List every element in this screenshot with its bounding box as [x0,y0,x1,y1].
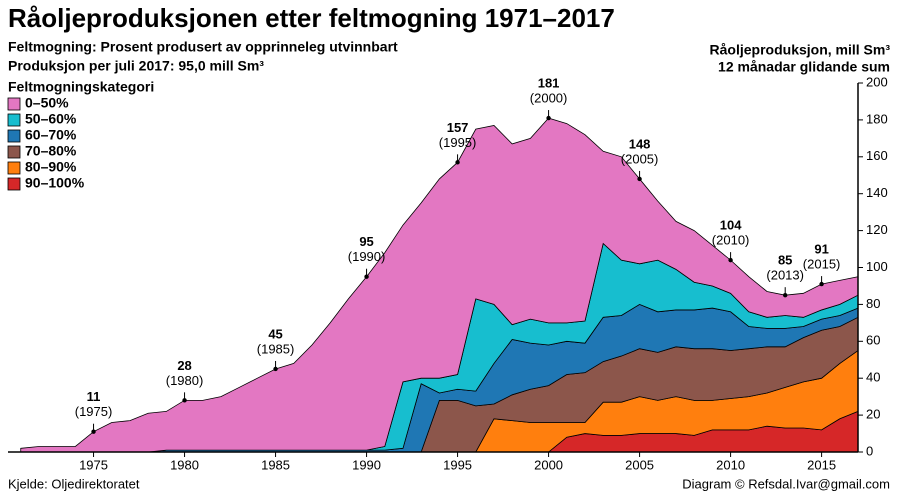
x-tick-label: 2010 [716,457,745,472]
y-tick-label: 60 [866,333,880,348]
y-tick-label: 160 [866,148,888,163]
annotation-point [819,281,824,287]
annotation-value: 181 [538,75,560,90]
annotation-year: (2010) [712,233,750,248]
chart-title: Råoljeproduksjonen etter feltmogning 197… [8,3,615,33]
annotation-year: (1995) [439,135,477,150]
annotation-value: 45 [268,326,282,341]
legend-label: 90–100% [25,175,85,191]
source: Kjelde: Oljedirektoratet [8,476,140,491]
annotation-year: (1990) [348,249,386,264]
legend-label: 80–90% [25,159,77,175]
annotation-point [546,115,551,121]
annotation-year: (1985) [257,341,295,356]
annotation-year: (2000) [530,90,568,105]
y-tick-label: 140 [866,185,888,200]
annotation-value: 104 [720,218,742,233]
annotation-point [273,366,278,372]
legend-swatch [7,177,21,191]
annotation-value: 28 [177,358,191,373]
annotation-year: (2013) [766,268,804,283]
annotation-value: 85 [778,253,792,268]
x-tick-label: 1990 [352,457,381,472]
legend-label: 0–50% [25,95,69,111]
y-tick-label: 180 [866,111,888,126]
annotation-year: (2005) [621,151,659,166]
annotation-point [91,429,96,434]
y-tick-label: 80 [866,296,880,311]
annotation-point [182,398,187,403]
annotation-year: (2015) [803,257,841,272]
annotation-value: 91 [814,242,828,257]
subtitle: Feltmogning: Prosent produsert av opprin… [8,39,398,55]
annotation-point [364,274,369,279]
y-tick-label: 200 [866,74,888,89]
annotation-value: 95 [359,234,373,249]
x-tick-label: 1985 [261,457,290,472]
legend-title: Feltmogningskategori [8,79,154,95]
annotation-value: 157 [447,120,469,135]
annotation-point [728,257,733,263]
annotation-point [455,160,460,165]
annotation-point [637,176,642,182]
y-tick-label: 100 [866,259,888,274]
x-tick-label: 1995 [443,457,472,472]
y-tick-label: 0 [866,443,873,458]
x-tick-label: 2005 [625,457,654,472]
y-tick-label: 20 [866,407,880,422]
x-tick-label: 1980 [170,457,199,472]
legend-swatch [7,97,21,111]
x-tick-label: 2000 [534,457,563,472]
legend-label: 60–70% [25,127,77,143]
x-tick-label: 2015 [807,457,836,472]
legend-swatch [7,113,21,127]
annotation-value: 11 [87,389,101,404]
legend-label: 70–80% [25,143,77,159]
annotation-point [782,292,788,298]
y-axis-title: 12 månadar glidande sum [718,59,890,75]
y-tick-label: 40 [866,370,880,385]
y-axis-title: Råoljeproduksjon, mill Sm³ [710,42,891,58]
legend-swatch [7,161,21,175]
annotation-year: (1980) [166,373,204,388]
credit: Diagram © Refsdal.Ivar@gmail.com [682,476,890,491]
annotation-value: 148 [629,136,651,151]
subtitle: Produksjon per juli 2017: 95,0 mill Sm³ [8,58,264,74]
legend-swatch [7,145,21,159]
legend-label: 50–60% [25,111,77,127]
x-tick-label: 1975 [79,457,108,472]
y-tick-label: 120 [866,222,888,237]
legend-swatch [7,129,21,143]
annotation-year: (1975) [75,404,113,419]
